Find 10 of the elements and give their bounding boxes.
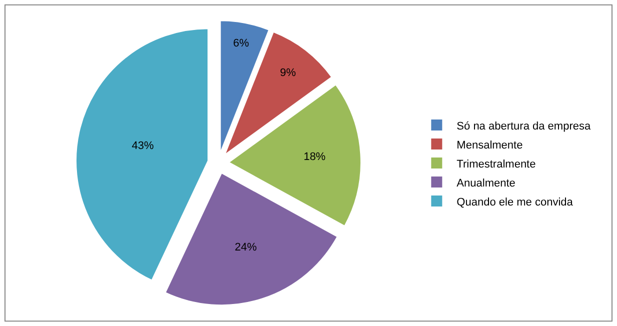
legend-label: Só na abertura da empresa xyxy=(456,120,592,132)
legend-label: Mensalmente xyxy=(456,139,523,152)
data-label: 6% xyxy=(233,37,250,50)
legend-label: Trimestralmente xyxy=(456,158,536,170)
data-label: 24% xyxy=(234,242,257,254)
legend-label: Quando ele me convida xyxy=(456,196,574,208)
data-label: 9% xyxy=(280,67,296,80)
data-label: 18% xyxy=(304,150,326,163)
data-label: 43% xyxy=(132,140,154,152)
legend-label: Anualmente xyxy=(456,177,516,190)
